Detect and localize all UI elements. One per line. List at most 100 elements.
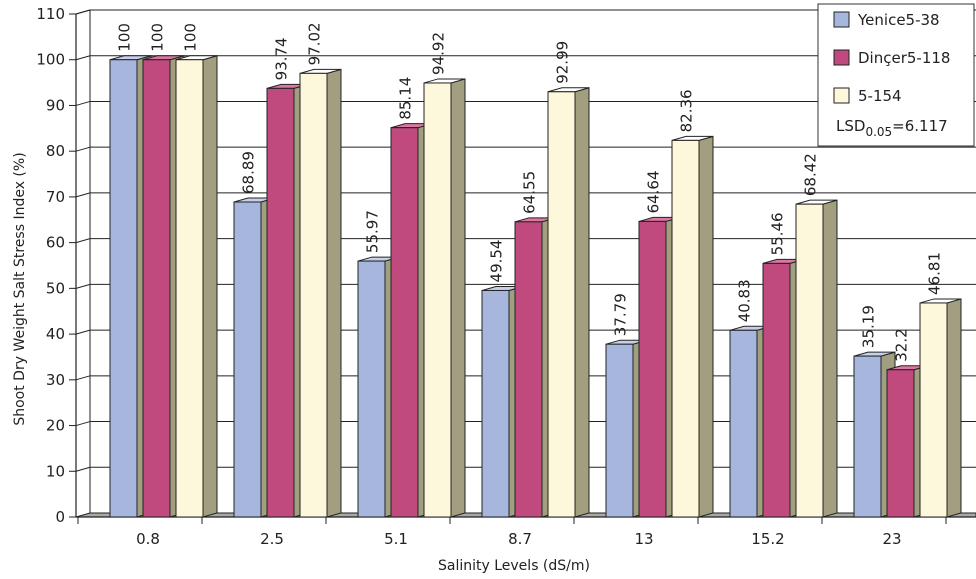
bar-side	[450, 78, 466, 518]
y-tick-label-30: 30	[46, 371, 65, 389]
bar-front	[299, 72, 328, 518]
bar-front	[762, 262, 791, 518]
legend-label-yenice: Yenice5-38	[857, 11, 940, 29]
bar-front	[671, 139, 700, 518]
bar	[919, 298, 962, 518]
bar-front	[514, 221, 543, 518]
data-label: 82.36	[678, 89, 696, 132]
y-tick-label-20: 20	[46, 417, 65, 435]
bar	[547, 87, 590, 518]
x-axis-title: Salinity Levels (dS/m)	[438, 558, 590, 574]
bar-front	[423, 82, 452, 518]
legend-swatch-yenice	[833, 11, 850, 28]
bar-front	[853, 355, 882, 518]
bar-side	[822, 199, 838, 518]
gridline-diagonal-80	[75, 146, 91, 152]
gridline-diagonal-70	[75, 192, 91, 198]
y-tick-label-90: 90	[46, 96, 65, 114]
gridline-diagonal-50	[75, 283, 91, 289]
x-tick-label: 5.1	[384, 530, 408, 548]
data-label: 40.83	[736, 279, 754, 322]
bar-side	[574, 87, 590, 518]
data-label: 37.79	[612, 293, 630, 336]
data-label: 68.42	[802, 153, 820, 196]
gridline-diagonal-30	[75, 375, 91, 381]
data-label: 35.19	[860, 305, 878, 348]
data-label: 94.92	[430, 32, 448, 75]
bar-side	[946, 298, 962, 518]
x-tick-label: 0.8	[136, 530, 160, 548]
bar	[175, 55, 218, 518]
bar-front	[729, 329, 758, 518]
bar-front	[233, 201, 262, 518]
legend-swatch-5-154	[833, 87, 850, 104]
y-tick-label-0: 0	[55, 508, 65, 526]
y-tick-label-60: 60	[46, 234, 65, 252]
gridline-diagonal-10	[75, 466, 91, 472]
bar-front	[886, 369, 915, 518]
bar-front	[481, 289, 510, 518]
data-label: 97.02	[306, 22, 324, 65]
legend-swatch-dincer	[833, 49, 850, 66]
top-wall-diagonal	[75, 9, 91, 15]
y-tick-label-50: 50	[46, 279, 65, 297]
legend-lsd-note: LSD0.05=6.117	[836, 117, 948, 139]
bar	[266, 83, 309, 518]
bar-side	[698, 135, 714, 518]
bar-front	[390, 127, 419, 518]
bar-front	[142, 59, 171, 518]
y-axis-title: Shoot Dry Weight Salt Stress Index (%)	[12, 152, 28, 425]
x-tick-label: 8.7	[508, 530, 532, 548]
data-label: 100	[182, 23, 200, 52]
bar-side	[202, 55, 218, 518]
bar-front	[605, 343, 634, 518]
data-label: 68.89	[240, 151, 258, 194]
bar-front	[547, 91, 576, 518]
y-tick-label-10: 10	[46, 462, 65, 480]
bar-front	[175, 59, 204, 518]
y-tick-label-100: 100	[36, 51, 65, 69]
bars-layer	[109, 55, 962, 518]
y-tick-label-110: 110	[36, 5, 65, 23]
legend-label-dincer: Dinçer5-118	[858, 49, 950, 67]
bar	[299, 68, 342, 518]
x-tick-label: 2.5	[260, 530, 284, 548]
data-label: 55.97	[364, 210, 382, 253]
bar-front	[109, 59, 138, 518]
bar-front	[357, 260, 386, 518]
gridline-diagonal-90	[75, 100, 91, 106]
bar-front	[795, 203, 824, 518]
x-tick-label: 23	[882, 530, 901, 548]
legend: Yenice5-38 Dinçer5-118 5-154 LSD0.05=6.1…	[817, 3, 975, 147]
x-tick-label: 15.2	[751, 530, 784, 548]
bar-front	[266, 87, 295, 518]
y-tick-label-40: 40	[46, 325, 65, 343]
bar	[423, 78, 466, 518]
data-label: 92.99	[554, 41, 572, 84]
bar	[671, 135, 714, 518]
data-label: 46.81	[926, 252, 944, 295]
gridline-diagonal-40	[75, 329, 91, 335]
data-label: 32.2	[893, 328, 911, 361]
y-tick-label-70: 70	[46, 188, 65, 206]
legend-box	[817, 3, 975, 147]
axis-layer: 0 10 20 30 40 50 60 70 80 90 100 110 0.8 2.5 5.1 8.7 13 1…	[36, 5, 976, 548]
data-label: 85.14	[397, 77, 415, 120]
data-label: 100	[149, 23, 167, 52]
gridline-diagonal-100	[75, 55, 91, 61]
data-label: 49.54	[488, 240, 506, 283]
gridline-diagonal-60	[75, 238, 91, 244]
legend-label-5-154: 5-154	[858, 87, 902, 105]
data-label: 100	[116, 23, 134, 52]
bar-front	[919, 302, 948, 518]
data-label: 64.55	[521, 171, 539, 214]
data-label: 93.74	[273, 37, 291, 80]
bar-front	[638, 220, 667, 518]
bar-side	[326, 68, 342, 518]
bar	[795, 199, 838, 518]
data-label: 64.64	[645, 170, 663, 213]
gridline-diagonal-20	[75, 421, 91, 427]
data-label: 55.46	[769, 212, 787, 255]
y-tick-label-80: 80	[46, 142, 65, 160]
